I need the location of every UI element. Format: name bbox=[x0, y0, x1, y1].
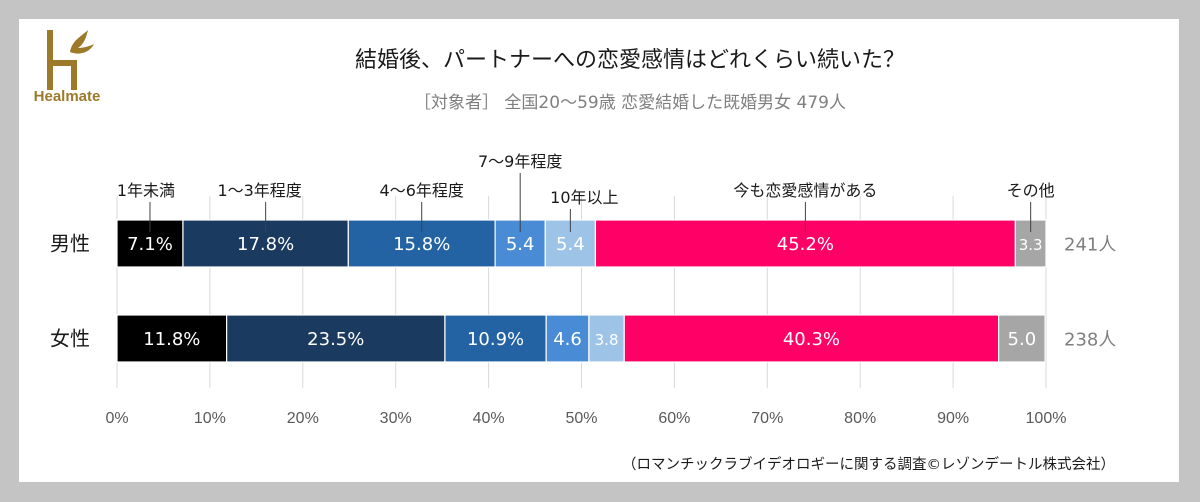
data-label: 23.5% bbox=[307, 329, 364, 350]
x-tick-label: 100% bbox=[1026, 410, 1067, 427]
healmate-logo-icon bbox=[47, 30, 94, 90]
series-legend-label: 4～6年程度 bbox=[380, 181, 464, 200]
data-label: 7.1% bbox=[127, 234, 173, 255]
bar-segment bbox=[444, 314, 547, 363]
legend-leaders: 1年未満 1～3年程度 4～6年程度 7～9年程度 10年以上 今も恋愛感情がある その他 bbox=[117, 152, 1055, 232]
category-label: 女性 bbox=[50, 327, 90, 351]
x-tick-label: 10% bbox=[194, 410, 226, 427]
bar-segment bbox=[545, 314, 590, 363]
series-legend-label: 今も恋愛感情がある bbox=[733, 181, 877, 200]
bar-segment bbox=[623, 314, 1000, 363]
x-tick-label: 70% bbox=[751, 410, 783, 427]
data-label: 3.3 bbox=[1019, 236, 1043, 254]
bars: 7.1% 17.8% 15.8% 5.4 5.4 45.2% 3.3 11.8% 23.5% 10… bbox=[116, 219, 1047, 363]
data-label: 17.8% bbox=[237, 234, 294, 255]
row-total: 238人 bbox=[1064, 330, 1116, 351]
data-label: 4.6 bbox=[553, 329, 582, 350]
data-label: 40.3% bbox=[783, 329, 840, 350]
x-tick-label: 50% bbox=[565, 410, 597, 427]
source-note: （ロマンチックラブイデオロギーに関する調査©レゾンデートル株式会社） bbox=[622, 457, 1115, 473]
data-label: 45.2% bbox=[777, 234, 834, 255]
series-legend-label: 7～9年程度 bbox=[478, 152, 562, 171]
series-legend-label: 1～3年程度 bbox=[217, 181, 301, 200]
data-label: 5.4 bbox=[506, 234, 535, 255]
data-label: 15.8% bbox=[393, 234, 450, 255]
bar-segment bbox=[226, 314, 446, 363]
x-tick-label: 0% bbox=[105, 410, 128, 427]
data-label: 3.8 bbox=[595, 331, 619, 349]
bar-segment bbox=[116, 314, 228, 363]
data-label: 10.9% bbox=[467, 329, 524, 350]
x-tick-label: 60% bbox=[658, 410, 690, 427]
data-label: 5.4 bbox=[556, 234, 585, 255]
series-legend-label: 1年未満 bbox=[117, 181, 175, 200]
x-tick-label: 80% bbox=[844, 410, 876, 427]
series-legend-label: 10年以上 bbox=[550, 188, 618, 207]
chart-subtitle: ［対象者］ 全国20～59歳 恋愛結婚した既婚男女 479人 bbox=[414, 93, 846, 113]
data-label: 11.8% bbox=[143, 329, 200, 350]
bar-segment bbox=[494, 219, 546, 268]
x-tick-label: 90% bbox=[937, 410, 969, 427]
chart-title: 結婚後、パートナーへの恋愛感情はどれくらい続いた？ bbox=[354, 48, 905, 73]
x-tick-label: 40% bbox=[473, 410, 505, 427]
x-tick-label: 20% bbox=[287, 410, 319, 427]
x-tick-labels: 0% 10% 20% 30% 40% 50% 60% 70% 80% 90% 100% bbox=[105, 410, 1066, 427]
row-total: 241人 bbox=[1064, 235, 1116, 256]
x-tick-label: 30% bbox=[380, 410, 412, 427]
category-label: 男性 bbox=[50, 232, 90, 256]
data-label: 5.0 bbox=[1008, 329, 1037, 350]
brand-name: Healmate bbox=[33, 88, 101, 105]
series-legend-label: その他 bbox=[1007, 181, 1055, 200]
bar-segment bbox=[998, 314, 1046, 363]
